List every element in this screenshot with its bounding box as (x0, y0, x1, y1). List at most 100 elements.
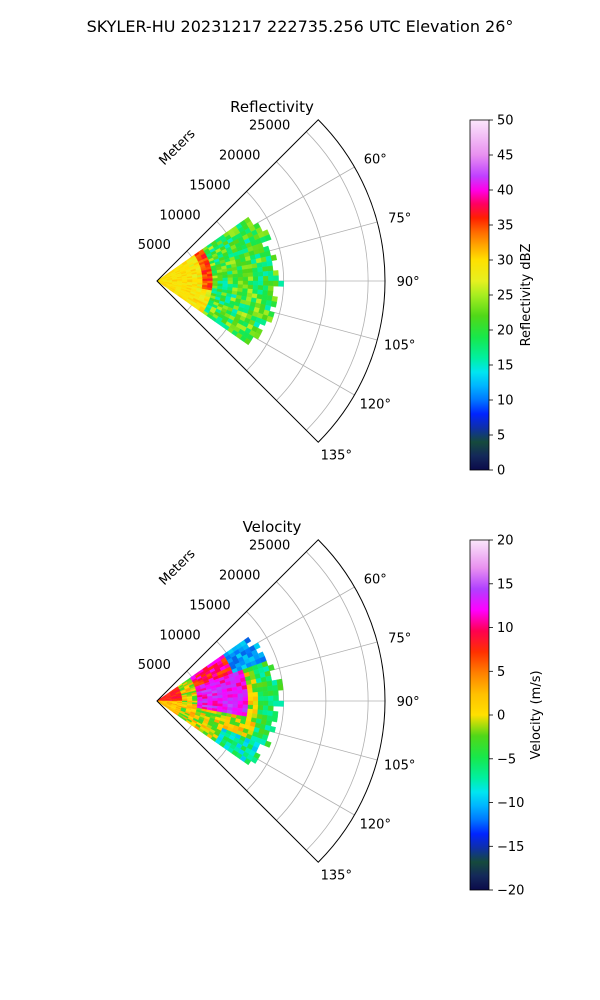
data-cell (207, 695, 213, 700)
data-cell (187, 279, 193, 282)
data-cell (247, 700, 254, 706)
colorbar-tick-label: −20 (497, 884, 524, 899)
data-cell (276, 678, 283, 686)
data-cell (242, 280, 249, 286)
data-cell (243, 757, 252, 766)
data-cell (222, 700, 229, 705)
data-cell (269, 725, 276, 733)
data-cell (252, 696, 259, 702)
colorbar-tick-label: 10 (497, 621, 514, 636)
azimuth-tick-label: 105° (384, 758, 415, 773)
data-cell (261, 261, 268, 268)
data-cell (271, 679, 278, 687)
data-cell (257, 686, 264, 693)
data-cell (227, 277, 234, 282)
data-cell (263, 695, 269, 702)
data-cell (192, 698, 198, 702)
data-cell (257, 691, 264, 697)
data-cell (243, 337, 252, 346)
data-cell (267, 705, 274, 712)
azimuth-tick-label: 90° (397, 695, 420, 710)
colorbar-tick-label: 25 (497, 289, 514, 304)
colorbar: 0 5 10 15 20 25 30 35 40 45 50 Reflectivity dBZ (469, 114, 534, 479)
data-cell (272, 710, 279, 718)
colorbar-tick-label: −5 (497, 752, 516, 767)
data-cell (263, 275, 269, 282)
data-cell (202, 698, 208, 702)
colorbar-tick-label: 40 (497, 184, 514, 199)
data-cell (202, 278, 208, 282)
data-cell (266, 315, 274, 323)
range-tick-label: 15000 (189, 598, 230, 613)
data-cell (232, 273, 239, 278)
sector-outline (156, 539, 386, 863)
figure-title: SKYLER-HU 20231217 222735.256 UTC Elevat… (87, 17, 514, 36)
data-cell (266, 680, 273, 687)
data-cell (277, 684, 284, 691)
data-cell (247, 276, 254, 282)
data-cell (253, 332, 261, 340)
data-cell (222, 274, 229, 279)
data-cell (232, 277, 239, 282)
data-cell (273, 275, 279, 282)
data-cell (257, 696, 264, 702)
data-cell (217, 697, 224, 702)
data-cell (237, 696, 244, 702)
data-cell (265, 675, 273, 682)
data-cell (252, 289, 259, 295)
data-cell (257, 705, 264, 711)
data-cell (267, 285, 274, 292)
colorbar-tick-label: 5 (497, 429, 505, 444)
data-cell (237, 700, 244, 706)
panel-title: Reflectivity (230, 98, 314, 116)
reflectivity-echo-field (156, 216, 284, 346)
range-tick-label: 5000 (138, 238, 171, 253)
colorbar-tick-label: 0 (497, 709, 505, 724)
data-cell (227, 697, 234, 702)
data-cell (242, 700, 249, 706)
data-cell (227, 700, 234, 705)
colorbar-ticks: 0 5 10 15 20 25 30 35 40 45 50 (489, 114, 514, 479)
data-cell (252, 276, 259, 282)
data-cell (264, 234, 272, 242)
data-cell (237, 693, 244, 698)
colorbar-tick-label: 50 (497, 114, 514, 129)
data-cell (262, 290, 269, 296)
data-cell (247, 688, 254, 694)
colorbar: −20 −15 −10 −5 0 5 10 15 20 Velocity (m/s) (469, 534, 544, 899)
data-cell (222, 694, 229, 699)
data-cell (227, 270, 233, 276)
axis-tick-labels: 5000 10000 15000 20000 25000 60° 75° 90° 105° 120… (138, 539, 420, 884)
data-cell (207, 275, 213, 280)
data-cell (253, 642, 261, 650)
data-cell (262, 271, 269, 277)
range-tick-label: 25000 (249, 539, 290, 554)
polar-frame (156, 539, 386, 863)
data-cell (197, 278, 203, 282)
data-cell (252, 271, 259, 278)
data-cell (242, 272, 249, 278)
data-cell (272, 690, 279, 697)
data-cell (257, 271, 264, 277)
data-cell (232, 280, 239, 285)
data-cell (252, 709, 259, 715)
data-cell (268, 280, 274, 287)
data-cell (247, 704, 254, 710)
data-cell (267, 265, 274, 272)
data-cell (247, 268, 254, 274)
data-cell (242, 696, 249, 702)
data-cell (250, 756, 259, 764)
range-tick-label: 20000 (219, 149, 260, 164)
data-cell (247, 280, 254, 286)
colorbar-ticks: −20 −15 −10 −5 0 5 10 15 20 (489, 534, 524, 899)
data-cell (242, 692, 249, 698)
data-cell (217, 280, 224, 285)
range-tick-label: 5000 (138, 658, 171, 673)
panel-title: Velocity (243, 518, 302, 536)
data-cell (262, 710, 269, 716)
data-cell (237, 284, 244, 289)
data-cell (268, 695, 274, 702)
colorbar-tick-label: 35 (497, 219, 514, 234)
data-cell (247, 272, 254, 278)
